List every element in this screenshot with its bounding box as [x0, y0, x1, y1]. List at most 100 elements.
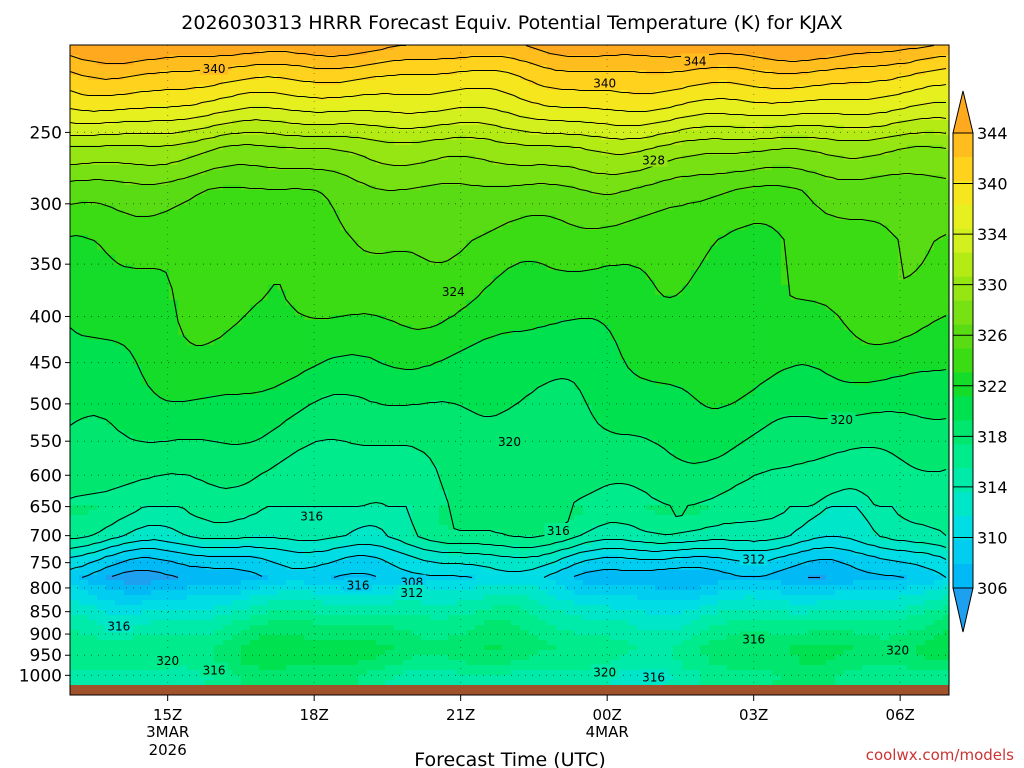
- field-cell: [889, 180, 899, 186]
- field-cell: [835, 225, 845, 231]
- field-cell: [475, 250, 485, 256]
- field-cell: [187, 185, 197, 191]
- field-cell: [700, 175, 710, 181]
- field-cell: [700, 115, 710, 121]
- field-cell: [331, 295, 341, 301]
- field-cell: [889, 170, 899, 176]
- field-cell: [565, 230, 575, 236]
- field-cell: [727, 295, 737, 301]
- field-cell: [268, 180, 278, 186]
- field-cell: [916, 270, 926, 276]
- field-cell: [214, 95, 224, 101]
- field-cell: [646, 220, 656, 226]
- field-cell: [502, 235, 512, 241]
- field-cell: [772, 155, 782, 161]
- field-cell: [475, 210, 485, 216]
- field-cell: [493, 195, 503, 201]
- field-cell: [646, 285, 656, 291]
- field-cell: [268, 45, 278, 51]
- field-cell: [178, 170, 188, 176]
- field-cell: [367, 280, 377, 286]
- field-cell: [79, 240, 89, 246]
- field-cell: [511, 110, 521, 116]
- field-cell: [538, 100, 548, 106]
- field-cell: [547, 160, 557, 166]
- field-cell: [871, 140, 881, 146]
- field-cell: [835, 70, 845, 76]
- field-cell: [223, 200, 233, 206]
- field-cell: [817, 220, 827, 226]
- field-cell: [115, 155, 125, 161]
- field-cell: [385, 80, 395, 86]
- field-cell: [799, 215, 809, 221]
- field-cell: [511, 120, 521, 126]
- field-cell: [763, 95, 773, 101]
- field-cell: [862, 220, 872, 226]
- field-cell: [601, 170, 611, 176]
- field-cell: [124, 50, 134, 56]
- field-cell: [286, 110, 296, 116]
- field-cell: [304, 285, 314, 291]
- field-cell: [889, 165, 899, 171]
- field-cell: [682, 160, 692, 166]
- field-cell: [763, 190, 773, 196]
- field-cell: [619, 295, 629, 301]
- field-cell: [376, 175, 386, 181]
- field-cell: [619, 160, 629, 166]
- field-cell: [151, 140, 161, 146]
- field-cell: [691, 80, 701, 86]
- field-cell: [853, 135, 863, 141]
- field-cell: [898, 125, 908, 131]
- field-cell: [700, 185, 710, 191]
- field-cell: [142, 155, 152, 161]
- field-cell: [403, 215, 413, 221]
- field-cell: [799, 145, 809, 151]
- field-cell: [745, 175, 755, 181]
- field-cell: [358, 250, 368, 256]
- field-cell: [322, 175, 332, 181]
- field-cell: [538, 110, 548, 116]
- field-cell: [421, 130, 431, 136]
- field-cell: [556, 155, 566, 161]
- field-cell: [367, 170, 377, 176]
- field-cell: [610, 105, 620, 111]
- field-cell: [313, 55, 323, 61]
- field-cell: [205, 55, 215, 61]
- field-cell: [547, 70, 557, 76]
- field-cell: [340, 145, 350, 151]
- field-cell: [790, 195, 800, 201]
- field-cell: [259, 175, 269, 181]
- field-cell: [304, 210, 314, 216]
- field-cell: [196, 240, 206, 246]
- field-cell: [250, 290, 260, 296]
- field-cell: [520, 50, 530, 56]
- field-cell: [250, 160, 260, 166]
- field-cell: [619, 105, 629, 111]
- field-cell: [268, 100, 278, 106]
- field-cell: [322, 275, 332, 281]
- field-cell: [160, 90, 170, 96]
- field-cell: [772, 235, 782, 241]
- field-cell: [907, 100, 917, 106]
- field-cell: [925, 170, 935, 176]
- field-cell: [205, 250, 215, 256]
- field-cell: [493, 285, 503, 291]
- field-cell: [502, 65, 512, 71]
- field-cell: [763, 80, 773, 86]
- field-cell: [430, 135, 440, 141]
- field-cell: [619, 190, 629, 196]
- field-cell: [295, 280, 305, 286]
- field-cell: [835, 75, 845, 81]
- field-cell: [862, 170, 872, 176]
- field-cell: [862, 240, 872, 246]
- field-cell: [727, 275, 737, 281]
- field-cell: [313, 135, 323, 141]
- field-cell: [340, 195, 350, 201]
- field-cell: [538, 105, 548, 111]
- field-cell: [772, 115, 782, 121]
- field-cell: [565, 200, 575, 206]
- field-cell: [673, 170, 683, 176]
- field-cell: [880, 100, 890, 106]
- field-cell: [736, 175, 746, 181]
